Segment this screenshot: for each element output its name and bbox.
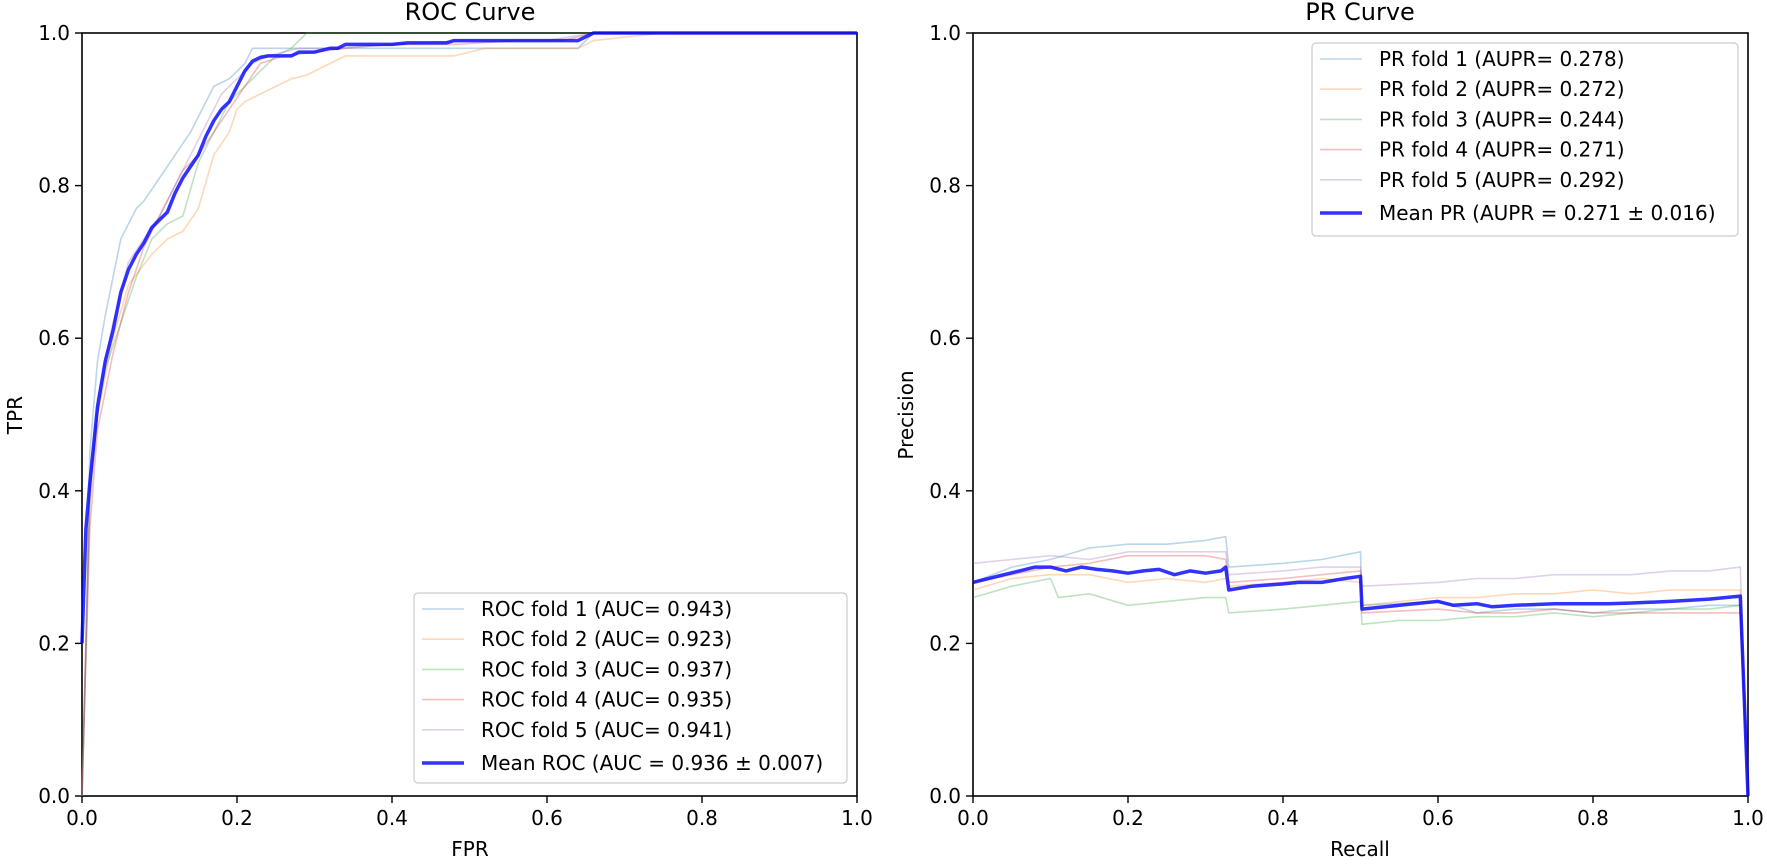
pr-mean-curve: [972, 565, 1750, 797]
roc-legend-label: ROC fold 4 (AUC= 0.935): [481, 688, 732, 712]
pr-x-tick-label: 1.0: [1732, 806, 1764, 830]
pr-x-tick-label: 0.6: [1422, 806, 1454, 830]
roc-y-tick-label: 0.0: [38, 784, 70, 808]
pr-series-lines: [972, 535, 1750, 797]
pr-legend-label: PR fold 2 (AUPR= 0.272): [1379, 77, 1625, 101]
roc-legend-label: Mean ROC (AUC = 0.936 ± 0.007): [481, 751, 823, 775]
roc-x-axis-label: FPR: [451, 837, 489, 861]
roc-chart: ROC Curve 0.0 0.2 0.4 0.6 0.8 1.0 0.0 0.2 0.4 0.6…: [3, 0, 873, 861]
pr-x-tick-label: 0.4: [1267, 806, 1299, 830]
roc-y-tick-label: 0.4: [38, 479, 70, 503]
roc-y-tick-label: 0.6: [38, 326, 70, 350]
pr-legend-label: Mean PR (AUPR = 0.271 ± 0.016): [1379, 201, 1716, 225]
roc-x-tick-label: 0.8: [686, 806, 718, 830]
pr-x-axis-label: Recall: [1330, 837, 1390, 861]
pr-legend-box: [1311, 42, 1739, 237]
pr-y-tick-label: 1.0: [929, 21, 961, 45]
pr-legend-label: PR fold 5 (AUPR= 0.292): [1379, 168, 1625, 192]
roc-fold-curve-1: [81, 32, 857, 797]
pr-x-tick-label: 0.8: [1577, 806, 1609, 830]
roc-x-tick-label: 0.0: [66, 806, 98, 830]
roc-chart-title: ROC Curve: [405, 0, 536, 26]
pr-fold-curve-4: [972, 554, 1749, 797]
pr-y-axis-label: Precision: [894, 370, 918, 459]
roc-legend-label: ROC fold 5 (AUC= 0.941): [481, 718, 732, 742]
pr-x-tick-label: 0.2: [1112, 806, 1144, 830]
roc-mean-curve: [80, 31, 857, 644]
roc-legend-box: [413, 592, 848, 784]
pr-chart-title: PR Curve: [1305, 0, 1415, 26]
roc-y-axis-label: TPR: [3, 396, 27, 435]
pr-legend-label: PR fold 1 (AUPR= 0.278): [1379, 47, 1625, 71]
pr-legend-label: PR fold 4 (AUPR= 0.271): [1379, 138, 1625, 162]
pr-fold-curve-1: [972, 535, 1749, 797]
pr-y-tick-label: 0.0: [929, 784, 961, 808]
roc-x-tick-label: 1.0: [841, 806, 873, 830]
pr-y-tick-label: 0.6: [929, 326, 961, 350]
pr-plot-frame: [972, 32, 1749, 797]
roc-y-tick-label: 1.0: [38, 21, 70, 45]
roc-legend-label: ROC fold 3 (AUC= 0.937): [481, 657, 732, 681]
roc-x-tick-label: 0.4: [376, 806, 408, 830]
roc-series-lines: [80, 31, 857, 797]
roc-legend-label: ROC fold 2 (AUC= 0.923): [481, 627, 732, 651]
roc-plot-frame: [81, 32, 858, 797]
roc-x-tick-label: 0.6: [531, 806, 563, 830]
pr-legend: PR fold 1 (AUPR= 0.278) PR fold 2 (AUPR= …: [1311, 42, 1739, 237]
pr-x-tick-label: 0.0: [957, 806, 989, 830]
roc-fold-curve-2: [81, 32, 857, 797]
roc-y-tick-label: 0.8: [38, 174, 70, 198]
pr-y-tick-label: 0.8: [929, 174, 961, 198]
pr-chart: PR Curve 0.0 0.2 0.4 0.6 0.8 1.00.00.20.40.60…: [894, 0, 1764, 861]
pr-axis-ticks: 0.0 0.2 0.4 0.6 0.8 1.0 0.0 0.2 0.4 0.6 0.8 1.0: [929, 21, 1764, 830]
roc-x-tick-label: 0.2: [221, 806, 253, 830]
roc-legend: ROC fold 1 (AUC= 0.943) ROC fold 2 (AUC= …: [413, 592, 848, 784]
roc-y-tick-label: 0.2: [38, 631, 70, 655]
roc-legend-label: ROC fold 1 (AUC= 0.943): [481, 597, 732, 621]
pr-y-tick-label: 0.4: [929, 479, 961, 503]
pr-fold-curve-5: [972, 550, 1749, 797]
pr-y-tick-label: 0.2: [929, 631, 961, 655]
roc-axis-ticks: 0.0 0.2 0.4 0.6 0.8 1.0 0.0 0.2 0.4 0.6 0.8 1.0: [38, 21, 873, 830]
pr-fold-curve-3: [972, 577, 1749, 797]
pr-legend-label: PR fold 3 (AUPR= 0.244): [1379, 107, 1625, 131]
